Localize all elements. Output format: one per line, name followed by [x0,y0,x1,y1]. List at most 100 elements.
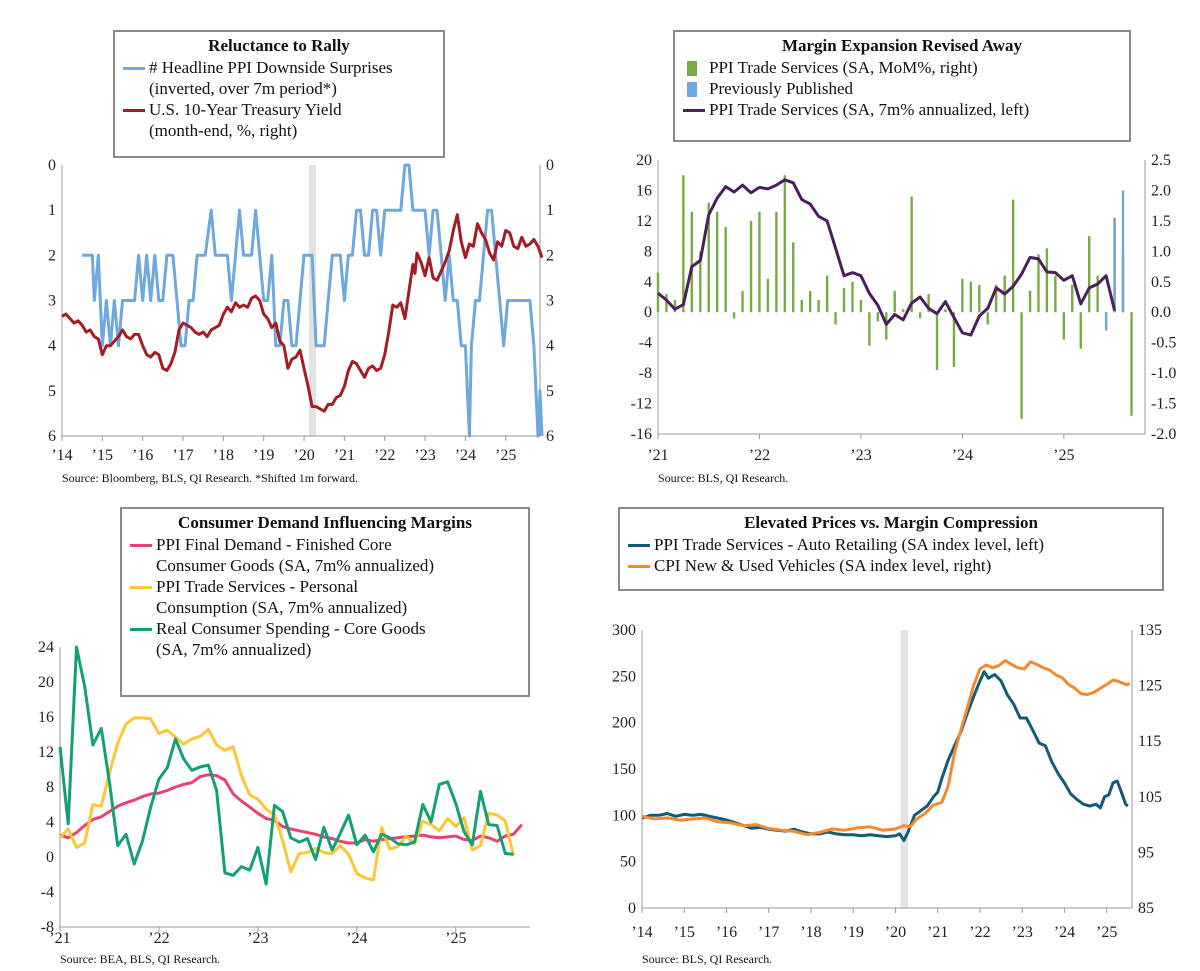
x-tick-label: ’22 [969,924,990,941]
bar [775,211,778,313]
bar [808,290,812,313]
y-tick-left: -8 [639,365,652,382]
chart-svg-elevated-prices: 300 250 200 150 100 50 0 135 125 115 105 95 85 ’14 ’15… [612,622,1162,941]
legend-entry-ppi-surprises: # Headline PPI Downside Surprises (inver… [115,57,443,99]
chart-svg-reluctance: 0 1 2 3 4 5 6 0 1 2 3 4 5 6 ’14 ’15 ’16 ’17 ’18 ’19 ’20 ’21 ’2… [48,157,554,464]
bar [1096,275,1099,313]
y-tick-right: 0.5 [1151,274,1171,291]
bar [783,175,787,313]
x-tick-label: ’19 [843,924,864,941]
x-tick-label: ’25 [445,930,466,947]
bar [682,175,685,313]
legend-label: Real Consumer Spending - Core Goods [156,619,426,638]
legend-label: PPI Trade Services (SA, MoM%, right) [709,58,978,77]
y-tick-left: 200 [612,715,636,732]
chart-panel-consumer-demand: 24 20 16 12 8 4 0 -4 -8’21 ’22 ’23 ’24 ’25 Consumer … [0,490,600,971]
bar [952,312,956,368]
bar [978,284,981,313]
bar [842,287,846,313]
x-tick-label: ’23 [1012,924,1033,941]
y-tick-right: 3 [546,293,554,310]
y-tick-left: 0 [644,304,652,321]
y-tick-right: 2 [546,247,554,264]
legend-label: Previously Published [709,79,854,98]
x-tick-label: ’23 [850,447,871,464]
x-tick-label: ’16 [132,447,153,464]
y-tick-left: 4 [48,338,56,355]
series-line [58,716,515,882]
y-tick-right: -1.0 [1151,365,1176,382]
legend-swatch [687,61,697,76]
y-tick-right: 4 [546,338,554,355]
bar [1113,220,1116,313]
legend-label: # Headline PPI Downside Surprises [149,58,393,77]
bar [724,226,727,313]
series-line [61,213,544,413]
x-tick-label: ’14 [51,447,72,464]
legend-entry-auto-retailing: PPI Trade Services - Auto Retailing (SA … [620,534,1162,555]
x-tick-label: ’14 [631,924,652,941]
legend-swatch [687,82,697,97]
chart-svg-consumer-demand: 24 20 16 12 8 4 0 -4 -8’21 ’22 ’23 ’24 ’25 [38,639,530,947]
bar [673,300,677,313]
bar [876,312,880,322]
bar [868,312,871,346]
bar [749,220,753,313]
x-tick-label: ’16 [716,924,737,941]
bar [1028,290,1032,313]
recession-band [308,165,317,436]
bar [766,278,770,313]
bar [893,290,896,313]
legend-label: (SA, 7m% annualized) [156,640,312,659]
y-tick-right: 95 [1138,844,1154,861]
chart-source: Source: BEA, BLS, QI Research. [60,952,221,966]
series-line [82,163,544,438]
bar [1062,312,1066,340]
legend-label: PPI Final Demand - Finished Core [156,535,392,554]
y-tick-left: 300 [612,622,636,639]
bar [961,278,964,313]
bar [927,293,930,313]
legend-label: PPI Trade Services - Auto Retailing (SA … [654,535,1045,554]
y-tick-right: 0 [546,157,554,174]
bar [969,281,972,313]
y-tick-left: 50 [620,854,636,871]
legend-swatch [123,67,145,70]
y-tick-right: 2.5 [1151,152,1171,169]
bar [825,275,829,313]
x-tick-label: ’21 [334,447,355,464]
legend-swatch [130,544,152,547]
bar [1037,254,1040,313]
series-line [657,178,1117,337]
bar [1054,275,1057,313]
bar [1011,199,1015,313]
y-tick-left: 8 [644,243,652,260]
chart-svg-margin-expansion: 20 16 12 8 4 0 -4 -8 -12 -16 2.5 2.0 1.5 1.0 0.5 0.0 -0.… [631,152,1177,464]
y-tick-left: 1 [48,202,56,219]
bar [817,300,820,313]
bar [707,202,710,313]
legend-reluctance: Reluctance to Rally # Headline PPI Downs… [113,30,445,158]
legend-label: (month-end, %, right) [149,121,298,140]
legend-entry-ppi-final-demand: PPI Final Demand - Finished Core Consume… [122,534,528,576]
x-tick-label: ’24 [346,930,367,947]
series-line [58,645,514,886]
x-tick-label: ’25 [1053,447,1074,464]
chart-source: Source: BLS, QI Research. [642,952,773,966]
x-tick-label: ’20 [885,924,906,941]
y-tick-left: 250 [612,668,636,685]
legend-swatch [628,565,650,568]
legend-entry-cpi-vehicles: CPI New & Used Vehicles (SA index level,… [620,555,1162,576]
bar [690,211,693,313]
recession-band [900,630,909,908]
y-tick-right: 0.0 [1151,304,1171,321]
legend-label: CPI New & Used Vehicles (SA index level,… [654,556,992,575]
x-tick-label: ’24 [952,447,973,464]
chart-title: Margin Expansion Revised Away [781,36,1023,55]
x-tick-label: ’18 [800,924,821,941]
x-tick-label: ’15 [92,447,113,464]
bar [834,312,837,325]
x-tick-label: ’19 [253,447,274,464]
legend-swatch [683,109,705,112]
bar [1020,312,1023,419]
